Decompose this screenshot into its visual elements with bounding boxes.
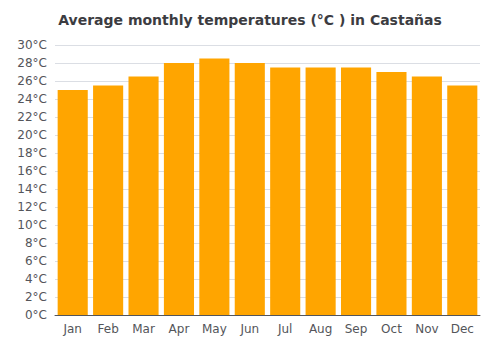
svg-text:10°C: 10°C [17,218,47,232]
svg-text:14°C: 14°C [17,182,47,196]
svg-text:Apr: Apr [169,322,190,336]
svg-text:Feb: Feb [98,322,119,336]
svg-text:2°C: 2°C [25,290,47,304]
svg-text:May: May [202,322,227,336]
svg-text:6°C: 6°C [25,254,47,268]
svg-text:18°C: 18°C [17,146,47,160]
svg-text:30°C: 30°C [17,38,47,52]
svg-text:16°C: 16°C [17,164,47,178]
svg-text:0°C: 0°C [25,308,47,322]
svg-text:8°C: 8°C [25,236,47,250]
svg-text:20°C: 20°C [17,128,47,142]
svg-text:12°C: 12°C [17,200,47,214]
svg-text:Jan: Jan [62,322,82,336]
svg-text:Jun: Jun [239,322,259,336]
svg-text:24°C: 24°C [17,92,47,106]
svg-text:4°C: 4°C [25,272,47,286]
svg-text:Mar: Mar [132,322,155,336]
svg-text:Aug: Aug [309,322,332,336]
svg-text:Sep: Sep [345,322,368,336]
svg-text:26°C: 26°C [17,74,47,88]
svg-text:Nov: Nov [415,322,438,336]
svg-text:Average monthly temperatures (: Average monthly temperatures (°C ) in Ca… [58,12,442,28]
svg-text:28°C: 28°C [17,56,47,70]
svg-text:Dec: Dec [451,322,474,336]
svg-text:Oct: Oct [381,322,402,336]
svg-text:Jul: Jul [277,322,292,336]
svg-text:22°C: 22°C [17,110,47,124]
